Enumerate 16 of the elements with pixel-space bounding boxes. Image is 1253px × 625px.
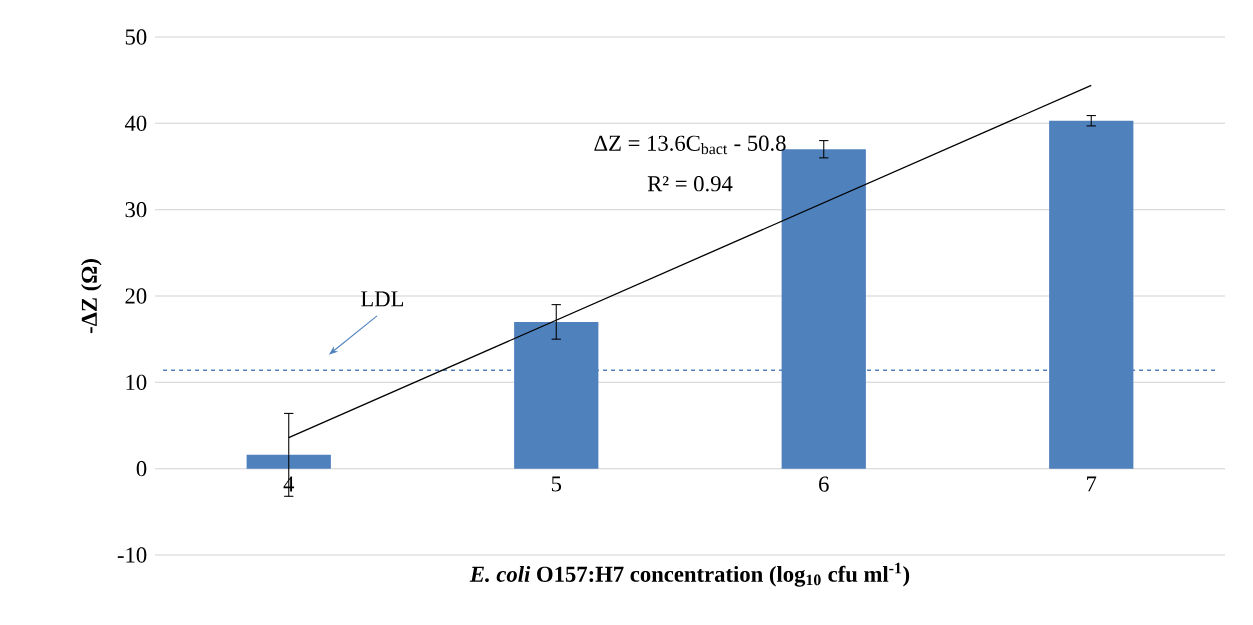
x-tick-label: 6 — [819, 476, 829, 492]
y-axis-title: -ΔZ (Ω) — [81, 259, 102, 334]
y-tick-label: 20 — [125, 288, 147, 304]
ref-line-label: LDL — [360, 291, 404, 307]
x-axis-title: E. coli O157:H7 concentration (log$_{10}$ cfu ml$^{-1}$) — [469, 562, 910, 587]
x-tick-label: 5 — [551, 476, 562, 492]
annotation: R² = 0.94 — [647, 176, 733, 192]
y-tick-label: 10 — [126, 374, 147, 390]
y-tick-label: 0 — [136, 461, 147, 477]
y-tick-label: 40 — [124, 115, 147, 131]
x-tick-label: 7 — [1087, 476, 1097, 492]
y-tick-label: -10 — [117, 547, 147, 563]
annotation: ΔZ = 13.6C$_{bact}$ - 50.8 — [594, 135, 786, 155]
y-tick-label: 50 — [125, 29, 147, 45]
y-tick-label: 30 — [125, 202, 147, 218]
bar — [246, 454, 331, 469]
